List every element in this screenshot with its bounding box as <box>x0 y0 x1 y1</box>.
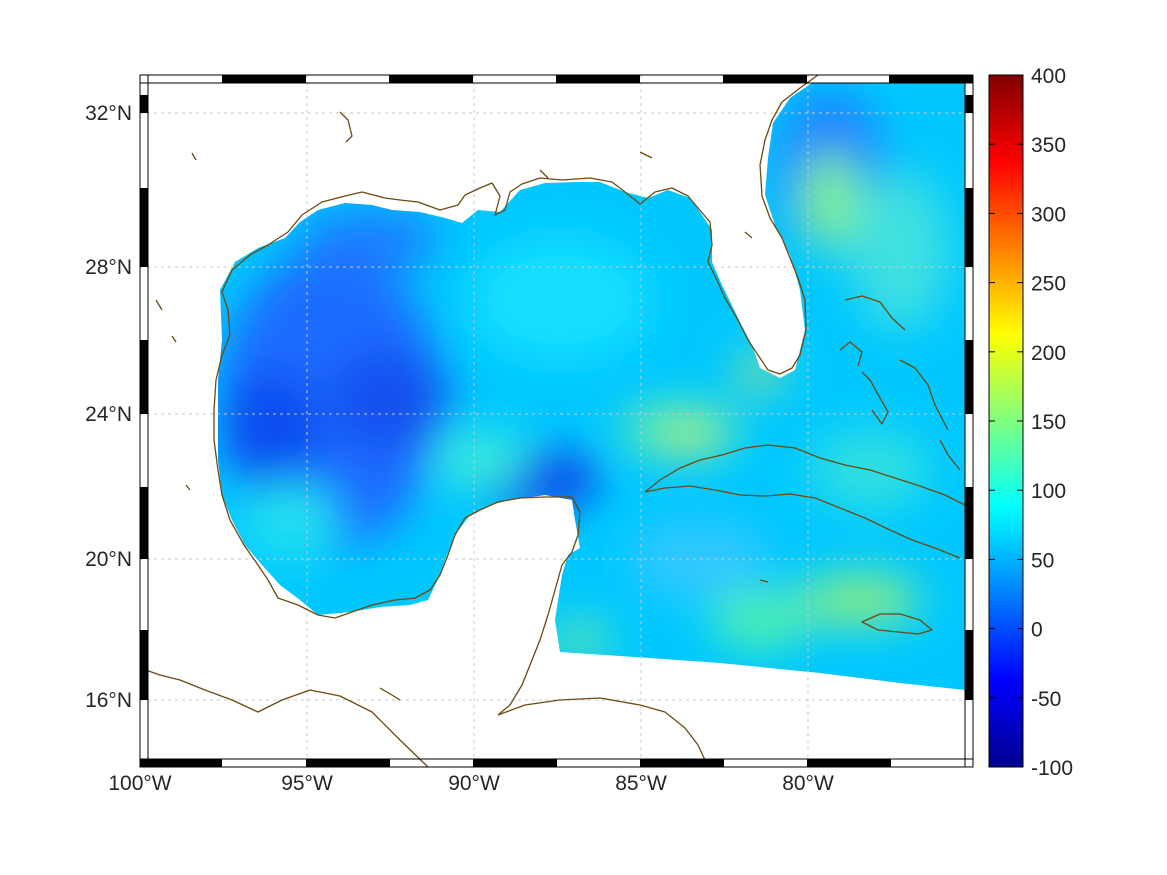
colorbar-tick-label: 200 <box>1031 342 1066 365</box>
lat-tick-label: 16°N <box>85 689 132 712</box>
lon-tick-label: 90°W <box>448 772 500 795</box>
colorbar: 400 350 300 250 200 150 100 50 0 -50 -100 <box>988 65 1073 780</box>
lon-tick-label: 95°W <box>281 772 333 795</box>
map-frame <box>139 74 974 768</box>
lat-tick-label: 24°N <box>85 403 132 426</box>
colorbar-tick-label: -100 <box>1031 757 1073 780</box>
colorbar-tick-label: 400 <box>1031 65 1066 88</box>
colorbar-tick-label: 350 <box>1031 134 1066 157</box>
colorbar-ticks: 400 350 300 250 200 150 100 50 0 -50 -100 <box>989 65 1073 780</box>
map-grid <box>140 75 973 767</box>
colorbar-tick-label: -50 <box>1031 688 1061 711</box>
lat-tick-label: 32°N <box>85 102 132 125</box>
lat-tick-label: 28°N <box>85 256 132 279</box>
colorbar-tick-label: 0 <box>1031 619 1043 642</box>
lon-tick-labels: 100°W 95°W 90°W 85°W 80°W <box>108 772 834 795</box>
colorbar-tick-label: 300 <box>1031 203 1066 226</box>
lon-tick-label: 85°W <box>615 772 667 795</box>
colorbar-tick-label: 100 <box>1031 480 1066 503</box>
lon-tick-label: 100°W <box>108 772 171 795</box>
lon-tick-label: 80°W <box>782 772 834 795</box>
colorbar-tick-label: 250 <box>1031 273 1066 296</box>
lat-tick-labels: 32°N 28°N 24°N 20°N 16°N <box>85 102 132 712</box>
colorbar-tick-label: 150 <box>1031 411 1066 434</box>
colorbar-tick-label: 50 <box>1031 549 1054 572</box>
lat-tick-label: 20°N <box>85 548 132 571</box>
coastlines <box>139 74 966 768</box>
